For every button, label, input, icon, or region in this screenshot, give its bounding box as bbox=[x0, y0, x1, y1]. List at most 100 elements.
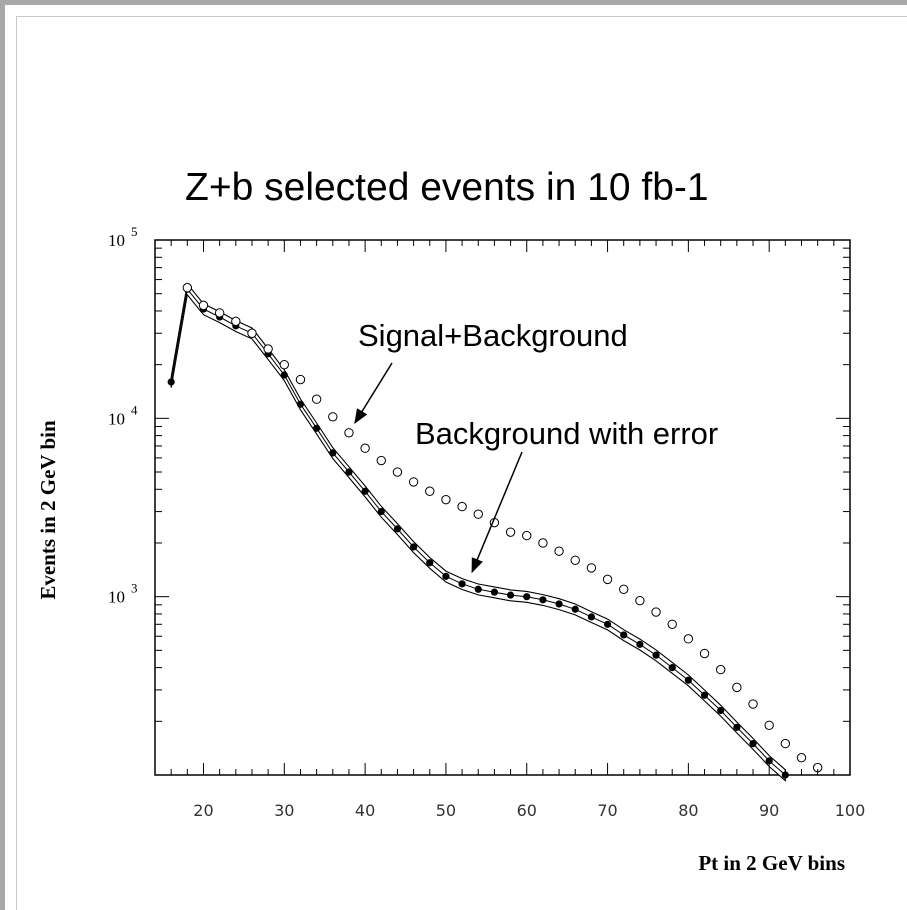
y-tick-label-exp: 5 bbox=[131, 224, 138, 239]
background-point bbox=[393, 525, 402, 533]
background-point bbox=[571, 605, 579, 613]
x-axis-ticks: 20 30 40 50 60 70 80 90 100 bbox=[170, 240, 866, 820]
x-axis-label: Pt in 2 GeV bins bbox=[698, 851, 845, 875]
background-point bbox=[377, 507, 385, 516]
x-tick-label: 40 bbox=[355, 801, 375, 820]
background-point bbox=[426, 559, 434, 567]
annotations: Signal+Background Background with error bbox=[354, 318, 718, 574]
background-point bbox=[313, 424, 321, 432]
signal-background-point bbox=[732, 682, 742, 693]
plot-area bbox=[154, 239, 851, 776]
signal-background-point bbox=[457, 501, 467, 512]
signal-background-point bbox=[408, 477, 419, 487]
signal-background-point bbox=[392, 467, 403, 477]
signal-background-point bbox=[198, 300, 209, 311]
signal-background-point bbox=[538, 538, 548, 548]
background-point bbox=[442, 572, 450, 580]
signal-background-point bbox=[328, 412, 338, 422]
signal-background-point bbox=[505, 527, 516, 537]
signal-background-point bbox=[619, 584, 629, 594]
signal-background-point bbox=[796, 753, 807, 763]
background-point bbox=[700, 691, 709, 699]
background-error-envelope bbox=[170, 282, 786, 782]
signal-background-point bbox=[360, 443, 370, 453]
signal-background-point bbox=[522, 530, 532, 541]
y-tick-label-base: 10 bbox=[108, 409, 125, 428]
background-point bbox=[345, 468, 353, 476]
background-point bbox=[684, 676, 692, 684]
chart-title: Z+b selected events in 10 fb-1 bbox=[185, 166, 709, 209]
signal-background-point bbox=[311, 394, 322, 404]
background-central-line bbox=[170, 288, 786, 776]
background-point bbox=[280, 371, 288, 379]
x-tick-label: 100 bbox=[835, 801, 866, 820]
background-error-band bbox=[170, 282, 786, 782]
y-tick-label-exp: 3 bbox=[131, 581, 138, 596]
signal-background-point bbox=[554, 546, 564, 556]
y-tick-label-exp: 4 bbox=[131, 402, 138, 417]
signal-background-point bbox=[376, 455, 386, 466]
signal-background-point bbox=[441, 494, 451, 505]
y-axis-ticks: 10 3 10 4 10 5 bbox=[108, 224, 850, 776]
background-point bbox=[603, 620, 612, 628]
background-series bbox=[167, 285, 789, 779]
signal-background-point bbox=[231, 316, 241, 327]
annotation-arrow-signal bbox=[354, 362, 393, 425]
annotation-signal-background: Signal+Background bbox=[358, 318, 628, 353]
signal-background-point bbox=[586, 563, 597, 573]
background-point bbox=[361, 487, 369, 495]
signal-background-point bbox=[425, 486, 435, 496]
background-point bbox=[523, 593, 531, 601]
y-tick-label-base: 10 bbox=[108, 231, 125, 250]
background-point bbox=[636, 640, 644, 648]
annotation-arrow-background bbox=[471, 451, 523, 574]
background-point bbox=[668, 664, 676, 672]
x-tick-label: 30 bbox=[274, 801, 294, 820]
y-tick-label-base: 10 bbox=[108, 588, 125, 607]
background-point bbox=[506, 591, 515, 599]
signal-background-point bbox=[780, 738, 791, 749]
signal-background-point bbox=[344, 428, 354, 438]
x-tick-label: 80 bbox=[678, 801, 698, 820]
signal-background-point bbox=[570, 555, 580, 565]
plot-frame bbox=[154, 239, 851, 776]
signal-background-point bbox=[715, 664, 726, 675]
annotation-background-error: Background with error bbox=[415, 416, 718, 451]
background-point bbox=[733, 723, 741, 731]
background-point bbox=[329, 449, 337, 457]
background-point bbox=[620, 631, 628, 639]
signal-background-point bbox=[182, 283, 193, 293]
background-point bbox=[539, 596, 547, 604]
signal-background-point bbox=[764, 720, 774, 730]
signal-background-point bbox=[473, 509, 483, 519]
background-point bbox=[458, 580, 466, 588]
x-tick-label: 50 bbox=[436, 801, 456, 820]
signal-background-point bbox=[602, 574, 613, 585]
x-tick-label: 70 bbox=[597, 801, 617, 820]
background-point bbox=[587, 613, 595, 621]
signal-background-point bbox=[263, 344, 273, 354]
background-point bbox=[410, 543, 418, 551]
signal-background-point bbox=[748, 699, 758, 709]
background-point bbox=[167, 378, 175, 386]
background-point bbox=[765, 757, 773, 765]
background-point bbox=[296, 400, 305, 408]
slide-inner-frame bbox=[16, 16, 907, 910]
signal-background-point bbox=[683, 634, 694, 644]
signal-background-point bbox=[214, 308, 225, 318]
signal-background-point bbox=[667, 619, 677, 629]
y-axis-label: Events in 2 GeV bin bbox=[36, 420, 60, 600]
background-point bbox=[474, 585, 482, 593]
signal-background-point bbox=[651, 607, 661, 617]
background-point bbox=[555, 600, 563, 608]
signal-background-series bbox=[182, 283, 823, 773]
signal-background-point bbox=[699, 648, 710, 659]
signal-background-point bbox=[279, 359, 290, 370]
background-point bbox=[652, 651, 660, 659]
background-point bbox=[749, 739, 757, 748]
signal-background-point bbox=[635, 595, 645, 606]
x-tick-label: 90 bbox=[759, 801, 779, 820]
background-point bbox=[490, 588, 499, 596]
